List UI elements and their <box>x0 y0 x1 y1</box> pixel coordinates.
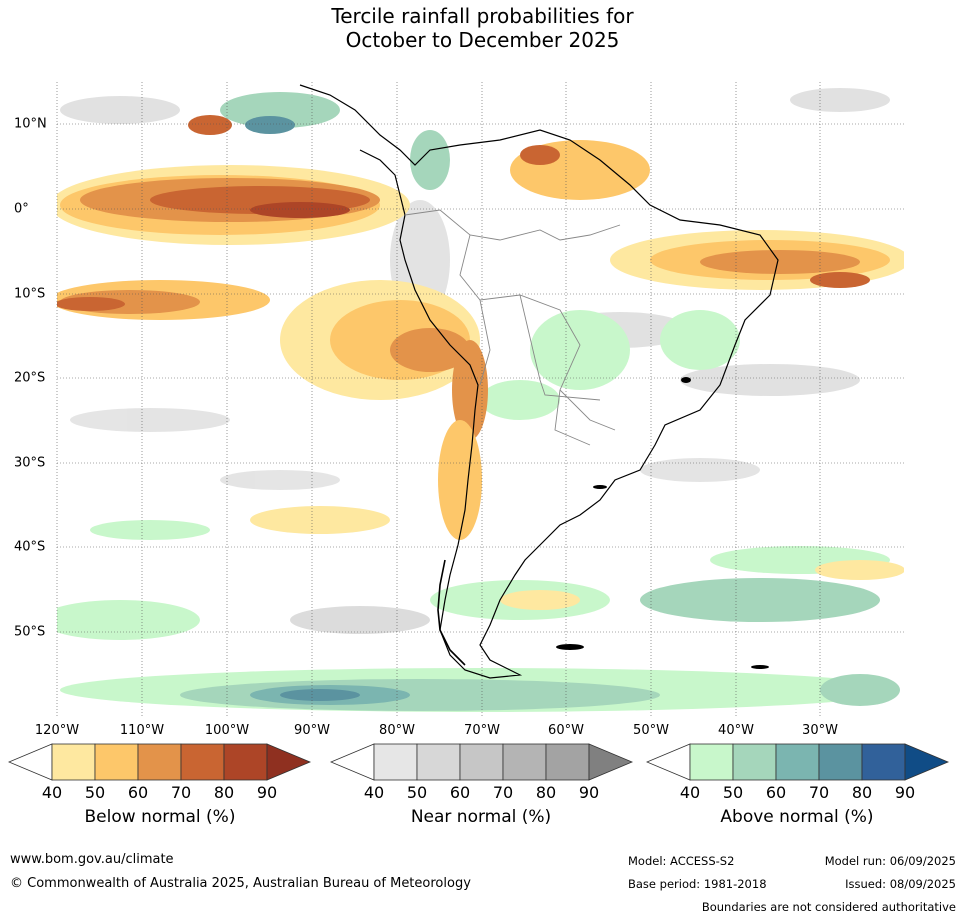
map-title: Tercile rainfall probabilities for Octob… <box>0 4 965 52</box>
coastline <box>299 84 779 679</box>
lat-label-30s: 30°S <box>14 455 46 471</box>
colorbar-tick-label: 80 <box>213 783 235 802</box>
lat-label-10s: 10°S <box>14 286 46 302</box>
lon-label-80w: 80°W <box>379 723 415 738</box>
near-normal-title: Near normal (%) <box>410 807 552 827</box>
lon-label-70w: 70°W <box>464 723 500 738</box>
lon-label-50w: 50°W <box>633 723 669 738</box>
colorbar-tick-label: 70 <box>170 783 192 802</box>
colorbar-tick-label: 90 <box>894 783 916 802</box>
colorbar-left-extension <box>330 743 375 781</box>
colorbar-tick-label: 50 <box>722 783 744 802</box>
colorbar-right-extension <box>266 743 312 781</box>
colorbar-segment <box>502 743 547 781</box>
lon-label-110w: 110°W <box>119 723 165 738</box>
footer-base-period: Base period: 1981-2018 <box>628 877 767 891</box>
footer-url: www.bom.gov.au/climate <box>10 852 174 867</box>
above-normal-title: Above normal (%) <box>720 807 874 827</box>
colorbar-left-extension <box>8 743 53 781</box>
colorbar-segment <box>459 743 504 781</box>
lat-label-50s: 50°S <box>14 624 46 640</box>
graticule <box>56 82 904 717</box>
colorbar-tick-label: 60 <box>449 783 471 802</box>
colorbar-segment <box>180 743 225 781</box>
near-normal-colorbar <box>330 743 634 781</box>
lat-label-10n: 10°N <box>14 116 47 132</box>
below-normal-patches <box>57 115 904 610</box>
footer-copyright: © Commonwealth of Australia 2025, Austra… <box>10 876 471 891</box>
colorbar-tick-label: 50 <box>406 783 428 802</box>
colorbar-tick-label: 60 <box>127 783 149 802</box>
footer-model: Model: ACCESS-S2 <box>628 854 735 868</box>
colorbar-tick-label: 40 <box>363 783 385 802</box>
colorbar-right-extension <box>588 743 634 781</box>
colorbar-segment <box>732 743 777 781</box>
colorbar-segment <box>373 743 418 781</box>
colorbar-tick-label: 70 <box>492 783 514 802</box>
title-line-1: Tercile rainfall probabilities for <box>331 4 634 28</box>
colorbar-tick-label: 90 <box>578 783 600 802</box>
colorbar-tick-label: 80 <box>851 783 873 802</box>
colorbar-segment <box>137 743 182 781</box>
colorbar-left-extension <box>646 743 691 781</box>
colorbar-tick-label: 80 <box>535 783 557 802</box>
colorbar-tick-label: 40 <box>41 783 63 802</box>
colorbar-segment <box>223 743 268 781</box>
chile-fjords <box>437 559 466 666</box>
colorbar-tick-label: 70 <box>808 783 830 802</box>
colorbar-tick-label: 40 <box>679 783 701 802</box>
colorbar-right-extension <box>904 743 950 781</box>
footer-disclaimer: Boundaries are not considered authoritat… <box>701 900 956 914</box>
below-normal-colorbar <box>8 743 312 781</box>
lon-label-100w: 100°W <box>204 723 250 738</box>
colorbar-tick-label: 50 <box>84 783 106 802</box>
lat-label-0: 0° <box>14 201 29 217</box>
colorbar-tick-label: 90 <box>256 783 278 802</box>
colorbar-tick-label: 60 <box>765 783 787 802</box>
colorbar-segment <box>775 743 820 781</box>
colorbar-segment <box>818 743 863 781</box>
above-normal-colorbar <box>646 743 950 781</box>
colorbar-segment <box>416 743 461 781</box>
title-line-2: October to December 2025 <box>345 28 620 52</box>
lat-label-40s: 40°S <box>14 539 46 555</box>
country-borders <box>404 209 621 446</box>
footer-model-run: Model run: 06/09/2025 <box>824 854 956 868</box>
lat-label-20s: 20°S <box>14 370 46 386</box>
colorbar-segment <box>51 743 96 781</box>
lon-label-30w: 30°W <box>802 723 838 738</box>
lon-label-60w: 60°W <box>548 723 584 738</box>
colorbar-segment <box>545 743 590 781</box>
colorbar-segment <box>861 743 906 781</box>
colorbar-segment <box>689 743 734 781</box>
lon-label-40w: 40°W <box>718 723 754 738</box>
islands <box>556 377 769 669</box>
colorbar-segment <box>94 743 139 781</box>
lon-label-90w: 90°W <box>294 723 330 738</box>
footer-issued: Issued: 08/09/2025 <box>845 877 956 891</box>
lon-label-120w: 120°W <box>34 723 80 738</box>
below-normal-title: Below normal (%) <box>84 807 236 827</box>
